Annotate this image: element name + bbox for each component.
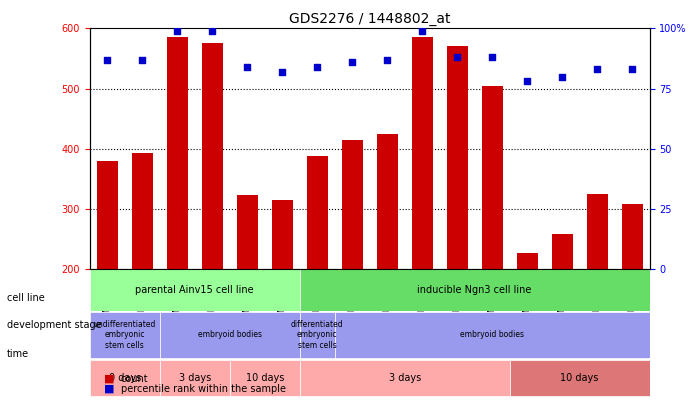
Bar (412, 37, 433, 269)
Bar (551, 234, 573, 269)
Point (452, 54, 463, 60)
Text: undifferentiated
embryonic
stem cells: undifferentiated embryonic stem cells (93, 320, 156, 350)
Bar (237, 195, 258, 269)
Point (381, 56, 392, 63)
Bar (90, 269, 300, 311)
Text: percentile rank within the sample: percentile rank within the sample (121, 384, 286, 394)
Bar (97, 161, 117, 269)
Bar (272, 200, 293, 269)
Point (522, 78, 533, 85)
Text: development stage: development stage (7, 320, 102, 330)
Text: embryoid bodies: embryoid bodies (198, 330, 262, 339)
Bar (307, 156, 328, 269)
Text: inducible Ngn3 cell line: inducible Ngn3 cell line (417, 285, 532, 295)
Text: 0 days: 0 days (108, 373, 141, 383)
Bar (446, 47, 468, 269)
Point (556, 73, 567, 80)
Point (312, 64, 323, 70)
Bar (300, 360, 509, 396)
Bar (341, 140, 363, 269)
Point (591, 66, 603, 72)
Title: GDS2276 / 1448802_at: GDS2276 / 1448802_at (289, 12, 451, 26)
Point (276, 68, 287, 75)
Bar (229, 360, 300, 396)
Bar (621, 205, 643, 269)
Bar (482, 85, 502, 269)
Point (207, 28, 218, 34)
Bar (132, 153, 153, 269)
Bar (90, 312, 160, 358)
Bar (377, 134, 398, 269)
Bar (90, 360, 160, 396)
Bar (509, 360, 650, 396)
Point (242, 64, 253, 70)
Bar (202, 43, 223, 269)
Point (102, 56, 113, 63)
Text: 3 days: 3 days (388, 373, 421, 383)
Bar (517, 253, 538, 269)
Text: embryoid bodies: embryoid bodies (460, 330, 524, 339)
Point (172, 28, 183, 34)
Text: count: count (121, 374, 149, 384)
Bar (167, 37, 188, 269)
Bar (160, 312, 300, 358)
Text: 3 days: 3 days (179, 373, 211, 383)
Point (486, 54, 498, 60)
Text: 10 days: 10 days (245, 373, 284, 383)
Bar (160, 360, 229, 396)
Point (137, 56, 148, 63)
Text: 10 days: 10 days (560, 373, 599, 383)
Text: ■: ■ (104, 374, 114, 384)
Text: parental Ainv15 cell line: parental Ainv15 cell line (135, 285, 254, 295)
Point (627, 66, 638, 72)
Point (417, 28, 428, 34)
Bar (300, 312, 334, 358)
Bar (334, 312, 650, 358)
Bar (300, 269, 650, 311)
Text: ■: ■ (104, 384, 114, 394)
Text: differentiated
embryonic
stem cells: differentiated embryonic stem cells (291, 320, 343, 350)
Text: time: time (7, 350, 29, 359)
Point (347, 59, 358, 65)
Text: cell line: cell line (7, 293, 45, 303)
Bar (587, 194, 607, 269)
